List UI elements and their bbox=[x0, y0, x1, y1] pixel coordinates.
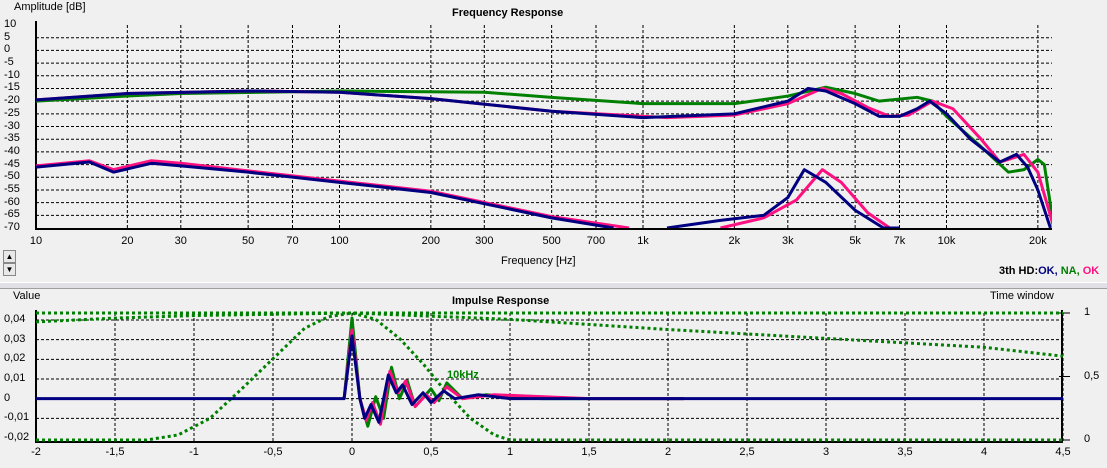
fr-xtick: 10k bbox=[937, 235, 956, 247]
fr-series-green bbox=[36, 85, 1052, 226]
legend-item-blue: OK, bbox=[1038, 265, 1061, 277]
fr-ytick: -30 bbox=[4, 119, 20, 132]
splitter[interactable] bbox=[0, 282, 1107, 289]
fr-ylabel: Amplitude [dB] bbox=[14, 1, 86, 13]
fr-ytick: -35 bbox=[4, 132, 20, 145]
ir-xtick: 1,5 bbox=[581, 446, 597, 458]
fr-xlabel: Frequency [Hz] bbox=[501, 255, 576, 267]
fr-legend: 3th HD:OK, NA, OK bbox=[999, 265, 1099, 277]
fr-xtick: 100 bbox=[330, 235, 349, 247]
ir-xtick: 2,5 bbox=[739, 446, 755, 458]
ir-annotation: 10kHz bbox=[447, 369, 479, 381]
ir-xtick: 4 bbox=[980, 446, 988, 458]
fr-ytick: -10 bbox=[4, 68, 20, 81]
fr-ytick: -65 bbox=[4, 208, 20, 221]
ir-y2tick: 0 bbox=[1084, 433, 1091, 445]
fr-xtick: 300 bbox=[475, 235, 494, 247]
ir-xtick: 4,5 bbox=[1055, 446, 1071, 458]
fr-ytick: 10 bbox=[4, 18, 17, 30]
fr-xtick: 3k bbox=[781, 235, 794, 247]
fr-ytick: -15 bbox=[4, 81, 20, 94]
fr-xtick: 70 bbox=[286, 235, 299, 247]
ir-ytick: -0,02 bbox=[4, 431, 30, 443]
ir-xtick: -1 bbox=[189, 446, 199, 458]
fr-series-pink-hd bbox=[720, 168, 900, 228]
ir-ytick: 0 bbox=[4, 391, 11, 404]
ir-xtick: -2 bbox=[31, 446, 41, 458]
ir-ytick: 0,01 bbox=[4, 372, 26, 384]
scroll-up-button[interactable]: ▲ bbox=[3, 250, 16, 263]
ir-series-blue bbox=[36, 334, 1063, 424]
fr-ytick: -40 bbox=[4, 144, 20, 157]
fr-xtick: 20 bbox=[121, 235, 134, 247]
ir-window-long bbox=[35, 311, 1064, 358]
fr-ytick: -70 bbox=[4, 221, 20, 233]
ir-xtick: 3 bbox=[822, 446, 830, 458]
ir-ylabel: Value bbox=[13, 290, 41, 302]
fr-xtick: 50 bbox=[242, 235, 255, 247]
ir-y2tick: 1 bbox=[1084, 306, 1091, 318]
ir-xtick: -0,5 bbox=[263, 446, 283, 458]
ir-xtick: 1 bbox=[506, 446, 514, 458]
fr-ytick: 5 bbox=[4, 30, 11, 43]
fr-xtick: 700 bbox=[586, 235, 606, 247]
ir-xtick: -1,5 bbox=[105, 446, 125, 458]
fr-ytick: -5 bbox=[4, 56, 14, 69]
fr-xtick: 500 bbox=[542, 235, 561, 247]
fr-series-blue-hd bbox=[36, 160, 614, 228]
fr-xtick: 30 bbox=[174, 235, 187, 247]
fr-ytick: -55 bbox=[4, 182, 20, 195]
fr-xtick: 10 bbox=[29, 235, 43, 247]
legend-prefix: 3th HD: bbox=[999, 265, 1039, 277]
fr-xtick: 2k bbox=[728, 235, 741, 247]
fr-xtick: 200 bbox=[421, 235, 441, 247]
ir-ytick: 0,03 bbox=[4, 332, 26, 345]
fr-xtick: 5k bbox=[849, 235, 861, 247]
ir-xtick: 3,5 bbox=[897, 446, 913, 458]
fr-title: Frequency Response bbox=[452, 7, 564, 19]
fr-xtick: 20k bbox=[1028, 235, 1047, 247]
ir-y2tick: 0,5 bbox=[1084, 369, 1100, 382]
fr-ytick: 0 bbox=[4, 43, 11, 56]
fr-xtick: 7k bbox=[893, 235, 906, 247]
ir-title: Impulse Response bbox=[452, 295, 550, 307]
scroll-down-button[interactable]: ▼ bbox=[3, 263, 16, 276]
legend-item-green: NA, bbox=[1060, 265, 1083, 277]
ir-xtick: 0 bbox=[348, 446, 356, 458]
ir-ytick: 0,04 bbox=[4, 313, 26, 325]
legend-item-pink: OK bbox=[1082, 265, 1100, 277]
fr-ytick: -60 bbox=[4, 195, 20, 208]
fr-ytick: -45 bbox=[4, 157, 20, 170]
ir-window-10khz bbox=[36, 311, 1063, 442]
fr-ytick: -50 bbox=[4, 170, 20, 183]
fr-ytick: -20 bbox=[4, 94, 20, 107]
fr-xtick: 1k bbox=[637, 235, 649, 247]
ir-xtick: 2 bbox=[664, 446, 672, 458]
fr-series-blue-hd bbox=[666, 168, 900, 228]
ir-ytick: -0,01 bbox=[4, 411, 30, 424]
fr-ytick: -25 bbox=[4, 106, 20, 119]
ir-y2label: Time window bbox=[990, 290, 1054, 302]
fr-series-blue bbox=[36, 86, 1052, 228]
ir-xtick: 0,5 bbox=[423, 446, 439, 458]
ir-ytick: 0,02 bbox=[4, 352, 26, 365]
